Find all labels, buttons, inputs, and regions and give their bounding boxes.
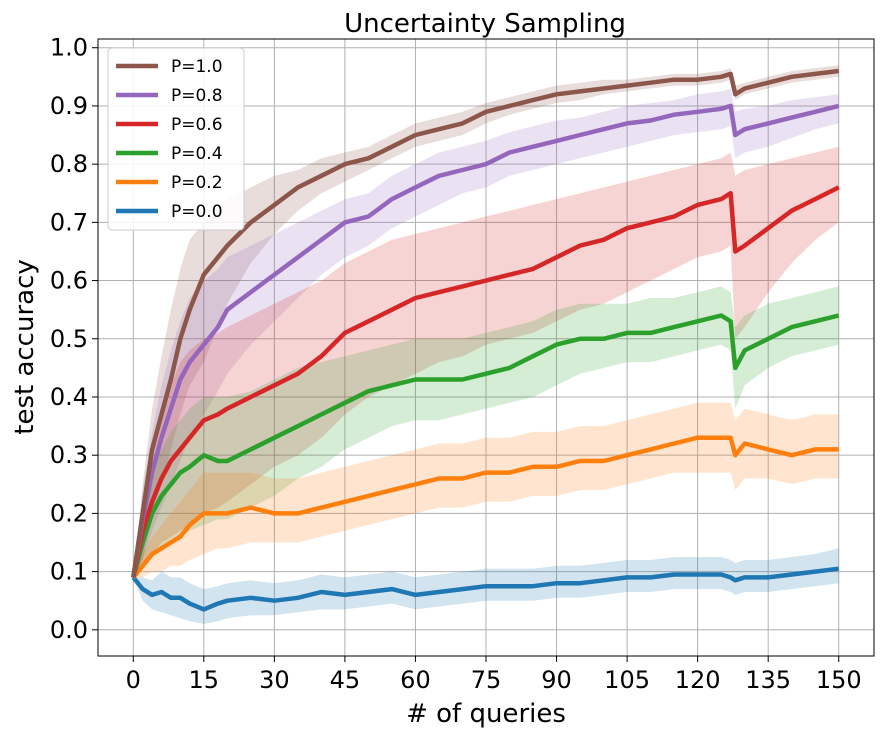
legend: P=1.0 P=0.8 P=0.6 P=0.4 P=0.2 P=0.0 xyxy=(107,47,245,231)
series-lines xyxy=(131,68,840,612)
legend-entry-label: P=0.8 xyxy=(171,86,223,106)
series-line-p-0-6 xyxy=(131,185,840,578)
legend-entry-label: P=0.2 xyxy=(171,173,223,193)
y-tick-label: 0.5 xyxy=(50,325,88,353)
y-tick-label: 0.2 xyxy=(50,499,88,527)
y-tick-label: 0.3 xyxy=(50,441,88,469)
y-axis-ticks: 0.0 0.1 0.2 0.3 0.4 0.5 0.6 0.7 0.8 0.9 1.0 xyxy=(50,34,98,644)
y-axis-label: test accuracy xyxy=(10,259,40,435)
x-tick-label: 75 xyxy=(471,666,502,694)
y-tick-label: 0.8 xyxy=(50,150,88,178)
legend-entry-label: P=1.0 xyxy=(171,57,223,77)
x-tick-label: 150 xyxy=(816,666,862,694)
band-p-0-8 xyxy=(133,88,839,578)
series-line-p-0-2 xyxy=(131,435,839,579)
x-tick-label: 120 xyxy=(675,666,721,694)
y-tick-label: 0.7 xyxy=(50,208,88,236)
chart-title: Uncertainty Sampling xyxy=(344,9,626,39)
series-line-p-0-4 xyxy=(131,313,840,578)
series-line-p-0-0 xyxy=(131,566,839,612)
y-tick-label: 0.6 xyxy=(50,267,88,295)
x-axis-ticks: 0 15 30 45 60 75 90 105 120 135 150 xyxy=(126,656,862,694)
x-tick-label: 135 xyxy=(745,666,791,694)
series-line-p-1-0 xyxy=(131,68,839,578)
legend-entry-label: P=0.4 xyxy=(171,144,223,164)
band-p-1-0 xyxy=(133,65,839,578)
x-tick-label: 30 xyxy=(259,666,290,694)
legend-entry-label: P=0.6 xyxy=(171,115,223,135)
x-tick-label: 60 xyxy=(400,666,431,694)
legend-entry-label: P=0.0 xyxy=(171,202,223,222)
band-p-0-6 xyxy=(133,146,839,578)
x-tick-label: 90 xyxy=(541,666,572,694)
band-p-0-4 xyxy=(133,286,839,578)
grid xyxy=(98,39,874,656)
x-tick-label: 0 xyxy=(126,666,141,694)
y-tick-label: 0.9 xyxy=(50,92,88,120)
x-tick-label: 45 xyxy=(330,666,361,694)
y-tick-label: 0.0 xyxy=(50,616,88,644)
y-tick-label: 0.4 xyxy=(50,383,88,411)
series-line-p-0-8 xyxy=(131,103,840,578)
y-tick-label: 0.1 xyxy=(50,558,88,586)
x-tick-label: 15 xyxy=(189,666,220,694)
y-tick-label: 1.0 xyxy=(50,34,88,62)
x-axis-label: # of queries xyxy=(406,699,566,729)
x-tick-label: 105 xyxy=(604,666,650,694)
